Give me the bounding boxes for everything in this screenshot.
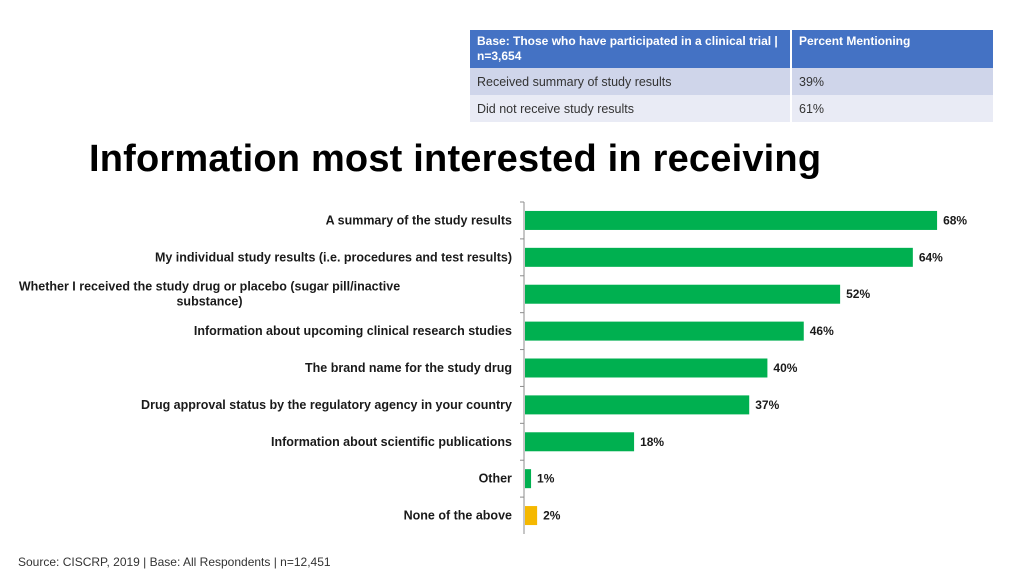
- category-label-line: My individual study results (i.e. proced…: [155, 250, 512, 264]
- category-label: A summary of the study results: [326, 213, 512, 227]
- data-label: 40%: [773, 361, 797, 375]
- bar: [525, 506, 538, 526]
- table-cell: 61%: [791, 95, 993, 122]
- category-label-line: A summary of the study results: [326, 213, 512, 227]
- bar: [525, 432, 635, 452]
- category-label: Drug approval status by the regulatory a…: [141, 398, 512, 412]
- summary-table-header-base: Base: Those who have participated in a c…: [470, 30, 792, 68]
- category-label-line: Other: [479, 472, 512, 486]
- summary-table-header-percent: Percent Mentioning: [791, 30, 993, 68]
- data-label: 68%: [943, 213, 967, 227]
- category-label-line: Whether I received the study drug or pla…: [19, 280, 400, 294]
- data-label: 37%: [755, 398, 779, 412]
- bar: [525, 284, 841, 304]
- table-row: Received summary of study results 39%: [470, 68, 993, 95]
- data-label: 18%: [640, 435, 664, 449]
- bar: [525, 247, 913, 267]
- summary-table-header-row: Base: Those who have participated in a c…: [470, 30, 993, 68]
- category-label-line: None of the above: [404, 509, 512, 523]
- page-title: Information most interested in receiving: [89, 138, 822, 180]
- data-label: 1%: [537, 472, 555, 486]
- bar: [525, 469, 532, 489]
- category-label: Information about upcoming clinical rese…: [194, 324, 512, 338]
- category-label-line: substance): [176, 295, 242, 309]
- category-label: The brand name for the study drug: [305, 361, 512, 375]
- category-label: Other: [479, 472, 512, 486]
- bar: [525, 358, 768, 378]
- source-note: Source: CISCRP, 2019 | Base: All Respond…: [18, 555, 331, 569]
- table-cell: 39%: [791, 68, 993, 95]
- data-label: 64%: [919, 250, 943, 264]
- category-label: My individual study results (i.e. proced…: [155, 250, 512, 264]
- category-label: Whether I received the study drug or pla…: [19, 280, 400, 309]
- category-label-line: Drug approval status by the regulatory a…: [141, 398, 512, 412]
- table-row: Did not receive study results 61%: [470, 95, 993, 122]
- bar: [525, 210, 938, 230]
- bar: [525, 321, 804, 341]
- table-cell: Received summary of study results: [470, 68, 792, 95]
- category-label-line: The brand name for the study drug: [305, 361, 512, 375]
- category-label-line: Information about scientific publication…: [271, 435, 512, 449]
- bar: [525, 395, 750, 415]
- category-label: Information about scientific publication…: [271, 435, 512, 449]
- data-label: 46%: [810, 324, 834, 338]
- table-cell: Did not receive study results: [470, 95, 792, 122]
- data-label: 2%: [543, 509, 561, 523]
- category-label-line: Information about upcoming clinical rese…: [194, 324, 512, 338]
- summary-table: Base: Those who have participated in a c…: [470, 30, 993, 122]
- category-label: None of the above: [404, 509, 512, 523]
- data-label: 52%: [846, 287, 870, 301]
